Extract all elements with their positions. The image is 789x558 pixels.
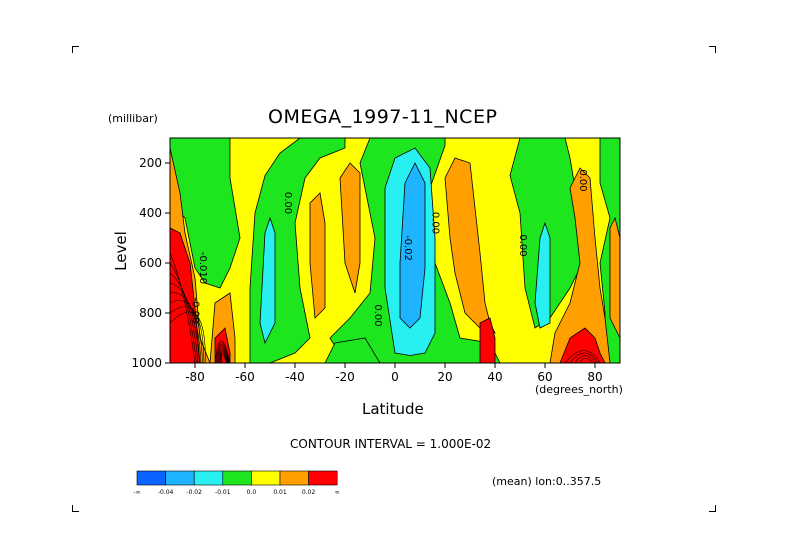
x-units-label: (degrees_north) — [535, 383, 623, 396]
x-tick-label: 0 — [391, 370, 399, 384]
contour-line-north — [564, 350, 601, 363]
region-cyan-3 — [534, 221, 551, 329]
region-orange-7 — [609, 216, 620, 339]
region-red-4 — [559, 327, 606, 363]
colorbar-label: 0.0 — [247, 489, 257, 496]
contour-label: 0.00 — [282, 192, 293, 214]
y-tick-label: 400 — [139, 206, 162, 220]
colorbar-label: -∞ — [133, 489, 140, 496]
x-tick-label: -20 — [335, 370, 355, 384]
colorbar-label: 0.02 — [302, 489, 316, 496]
colorbar-swatch — [308, 470, 338, 486]
contour-label: 0.00 — [372, 304, 383, 326]
colorbar-swatch — [222, 470, 252, 486]
x-tick-label: 60 — [537, 370, 552, 384]
contour-line-south-2 — [214, 340, 231, 363]
region-green-1 — [170, 138, 241, 289]
colorbar-swatch — [193, 470, 224, 486]
y-units-label: (millibar) — [108, 112, 158, 125]
x-tick-label: 20 — [437, 370, 452, 384]
crop-mark-bottom-right — [709, 505, 716, 512]
contour-line-south-2 — [216, 343, 230, 363]
contour-line-south-2 — [217, 345, 229, 363]
crop-mark-top-right — [709, 46, 716, 53]
contour-line-south-2 — [218, 347, 229, 363]
contour-line-south — [170, 292, 202, 363]
crop-mark-bottom-left — [72, 505, 79, 512]
contour-label: -0.02 — [402, 235, 413, 261]
x-tick-label: -80 — [185, 370, 205, 384]
x-tick-label: 40 — [487, 370, 502, 384]
x-tick-label: -40 — [285, 370, 305, 384]
region-orange-4 — [339, 162, 361, 294]
y-tick-label: 200 — [139, 156, 162, 170]
colorbar-label: -0.04 — [158, 489, 174, 496]
chart-title: OMEGA_1997-11_NCEP — [268, 106, 498, 128]
y-tick-label: 1000 — [131, 356, 162, 370]
colorbar-label: -0.01 — [215, 489, 231, 496]
contour-label: 0.00 — [430, 212, 441, 234]
contour-label: -0.00 — [190, 298, 201, 324]
crop-mark-top-left — [72, 46, 79, 53]
region-orange-3 — [309, 192, 326, 319]
contour-line-south-2 — [221, 353, 227, 363]
region-red-3 — [479, 317, 496, 363]
colorbar-label: 0.01 — [273, 489, 287, 496]
colorbar-swatch — [279, 470, 309, 486]
x-tick-label: 80 — [587, 370, 602, 384]
region-green-6 — [324, 337, 381, 363]
contour-label: 0.00 — [517, 234, 528, 256]
contour-line-south — [170, 262, 197, 363]
contour-line-north — [569, 352, 598, 363]
contour-label: -0.010 — [197, 252, 208, 284]
y-tick-label: 600 — [139, 256, 162, 270]
contour-line-south-2 — [215, 342, 230, 363]
contour-interval-text: CONTOUR INTERVAL = 1.000E-02 — [290, 437, 492, 451]
colorbar-swatch — [136, 470, 166, 486]
contour-line-south — [170, 252, 196, 363]
colorbar-swatch — [251, 470, 281, 486]
contour-line-south-2 — [220, 351, 228, 363]
region-blue-1 — [399, 162, 426, 329]
colorbar-swatch — [165, 470, 195, 486]
region-orange-6 — [549, 167, 611, 363]
contour-label: 0.00 — [577, 169, 588, 191]
x-tick-label: -60 — [235, 370, 255, 384]
colorbar-label: ∞ — [335, 489, 340, 496]
mean-note: (mean) lon:0..357.5 — [492, 475, 602, 488]
colorbar-label: -0.02 — [186, 489, 202, 496]
contour-line-north — [579, 357, 593, 363]
region-cyan-1 — [259, 216, 276, 345]
contour-line-south — [170, 306, 205, 363]
contour-line-south — [170, 272, 199, 363]
contour-line-south — [170, 311, 206, 363]
y-tick-label: 800 — [139, 306, 162, 320]
contour-line-south-2 — [219, 349, 228, 363]
x-axis-label: Latitude — [362, 400, 424, 418]
contour-line-north — [574, 355, 596, 363]
